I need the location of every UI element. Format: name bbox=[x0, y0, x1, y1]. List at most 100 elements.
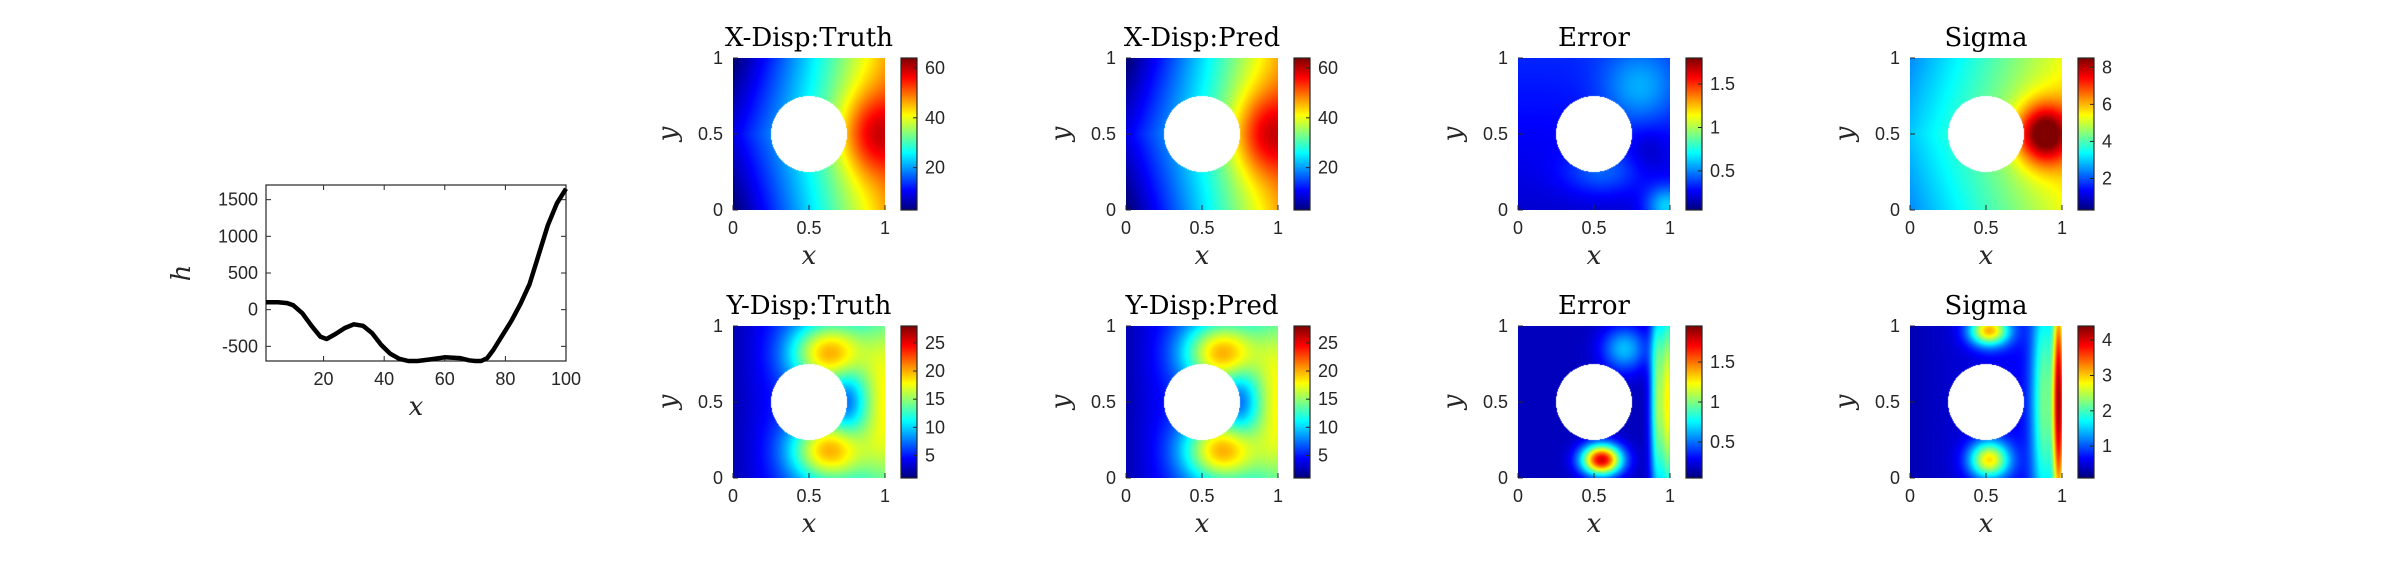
y-axis-label: y bbox=[1046, 126, 1076, 142]
x-tick-label: 0 bbox=[1513, 486, 1523, 506]
panel-title: Y-Disp:Truth bbox=[726, 291, 892, 321]
x-tick-label: 40 bbox=[374, 369, 394, 389]
colorbar bbox=[1294, 58, 1310, 210]
x-tick-label: 0 bbox=[728, 218, 738, 238]
colorbar-frame bbox=[2077, 325, 2095, 479]
y-tick-label: -500 bbox=[222, 336, 258, 356]
panel-title: Error bbox=[1558, 291, 1630, 321]
colorbar-tick-label: 2 bbox=[2102, 401, 2112, 421]
colorbar-frame bbox=[900, 325, 918, 479]
x-axis-label: x bbox=[1195, 241, 1210, 271]
panel-title: Error bbox=[1558, 23, 1630, 53]
colorbar-frame bbox=[2077, 57, 2095, 211]
x-tick-label: 20 bbox=[314, 369, 334, 389]
x-axis-label: x bbox=[409, 392, 424, 422]
colorbar-tick-label: 3 bbox=[2102, 365, 2112, 385]
x-axis-label: x bbox=[802, 509, 817, 539]
colorbar bbox=[1686, 58, 1702, 210]
y-axis-label: y bbox=[1046, 394, 1076, 410]
x-tick-label: 1 bbox=[2057, 218, 2067, 238]
y-tick-label: 0 bbox=[1106, 468, 1116, 488]
y-tick-label: 0 bbox=[248, 300, 258, 320]
colorbar bbox=[1686, 326, 1702, 478]
x-tick-label: 0 bbox=[1905, 218, 1915, 238]
y-tick-label: 0.5 bbox=[698, 124, 723, 144]
panel-title: Sigma bbox=[1945, 23, 2028, 53]
x-tick-label: 100 bbox=[551, 369, 581, 389]
colorbar-tick-label: 40 bbox=[1318, 108, 1338, 128]
colorbar-frame bbox=[1293, 57, 1311, 211]
heatmap-field bbox=[1126, 326, 1278, 478]
colorbar-frame bbox=[1293, 325, 1311, 479]
y-tick-label: 0.5 bbox=[1483, 124, 1508, 144]
x-tick-label: 0.5 bbox=[1189, 218, 1214, 238]
y-tick-label: 0 bbox=[1890, 200, 1900, 220]
colorbar-tick-label: 40 bbox=[925, 108, 945, 128]
y-tick-label: 0.5 bbox=[698, 392, 723, 412]
colorbar-tick-label: 1.5 bbox=[1710, 352, 1735, 372]
x-tick-label: 0.5 bbox=[1581, 486, 1606, 506]
y-tick-label: 1000 bbox=[218, 226, 258, 246]
y-axis-label: y bbox=[653, 394, 683, 410]
colorbar-tick-label: 20 bbox=[925, 158, 945, 178]
colorbar-tick-label: 1 bbox=[1710, 117, 1720, 137]
y-tick-label: 0 bbox=[1498, 468, 1508, 488]
colorbar-frame bbox=[1685, 57, 1703, 211]
x-tick-label: 0 bbox=[728, 486, 738, 506]
x-tick-label: 0 bbox=[1905, 486, 1915, 506]
y-tick-label: 1 bbox=[1498, 316, 1508, 336]
colorbar bbox=[901, 326, 917, 478]
x-tick-label: 0.5 bbox=[796, 486, 821, 506]
colorbar-tick-label: 1 bbox=[1710, 392, 1720, 412]
heatmap-field bbox=[1910, 326, 2062, 478]
y-axis-label: y bbox=[1438, 126, 1468, 142]
colorbar-tick-label: 4 bbox=[2102, 131, 2112, 151]
y-axis-label: y bbox=[1830, 394, 1860, 410]
y-tick-label: 0 bbox=[1106, 200, 1116, 220]
h-series-line bbox=[266, 187, 568, 364]
heatmap-xdisp-sigma: Sigma 0 0.5 1 0 0.5 1 x y 2 4 6 8 bbox=[1830, 23, 2112, 271]
colorbar-tick-label: 1.5 bbox=[1710, 74, 1735, 94]
colorbar bbox=[2078, 58, 2094, 210]
colorbar-tick-label: 60 bbox=[1318, 58, 1338, 78]
x-tick-label: 1 bbox=[1273, 486, 1283, 506]
colorbar-tick-label: 5 bbox=[925, 445, 935, 465]
x-tick-label: 1 bbox=[880, 218, 890, 238]
x-tick-label: 0.5 bbox=[1189, 486, 1214, 506]
h-profile-chart: 20 40 60 80 100 -500 0 500 1000 1500 x h bbox=[167, 184, 581, 422]
colorbar-tick-label: 8 bbox=[2102, 57, 2112, 77]
y-tick-label: 0.5 bbox=[1091, 124, 1116, 144]
colorbar-frame bbox=[900, 57, 918, 211]
x-axis-label: x bbox=[1587, 509, 1602, 539]
colorbar bbox=[1294, 326, 1310, 478]
x-tick-label: 0 bbox=[1121, 218, 1131, 238]
y-tick-label: 1500 bbox=[218, 190, 258, 210]
y-tick-label: 1 bbox=[713, 316, 723, 336]
x-axis-label: x bbox=[1587, 241, 1602, 271]
x-tick-label: 1 bbox=[2057, 486, 2067, 506]
heatmap-field bbox=[733, 58, 885, 210]
colorbar-tick-label: 25 bbox=[925, 333, 945, 353]
heatmap-field bbox=[1126, 58, 1278, 210]
colorbar-tick-label: 2 bbox=[2102, 168, 2112, 188]
y-tick-label: 1 bbox=[1890, 316, 1900, 336]
panel-title: Y-Disp:Pred bbox=[1125, 291, 1279, 321]
colorbar bbox=[2078, 326, 2094, 478]
colorbar-tick-label: 20 bbox=[1318, 158, 1338, 178]
x-tick-label: 60 bbox=[435, 369, 455, 389]
heatmap-xdisp-error: Error 0 0.5 1 0 0.5 1 x y 0.5 1 1.5 bbox=[1438, 23, 1735, 271]
x-tick-label: 0 bbox=[1513, 218, 1523, 238]
x-tick-label: 0 bbox=[1121, 486, 1131, 506]
x-tick-label: 1 bbox=[1665, 486, 1675, 506]
colorbar-tick-label: 15 bbox=[1318, 389, 1338, 409]
colorbar-tick-label: 20 bbox=[1318, 361, 1338, 381]
x-tick-label: 0.5 bbox=[1973, 218, 1998, 238]
y-axis-label: y bbox=[1830, 126, 1860, 142]
panel-title: X-Disp:Truth bbox=[725, 23, 893, 53]
x-axis-label: x bbox=[1979, 509, 1994, 539]
y-tick-label: 0.5 bbox=[1875, 392, 1900, 412]
x-tick-label: 1 bbox=[880, 486, 890, 506]
colorbar-tick-label: 15 bbox=[925, 389, 945, 409]
y-tick-label: 0 bbox=[713, 200, 723, 220]
